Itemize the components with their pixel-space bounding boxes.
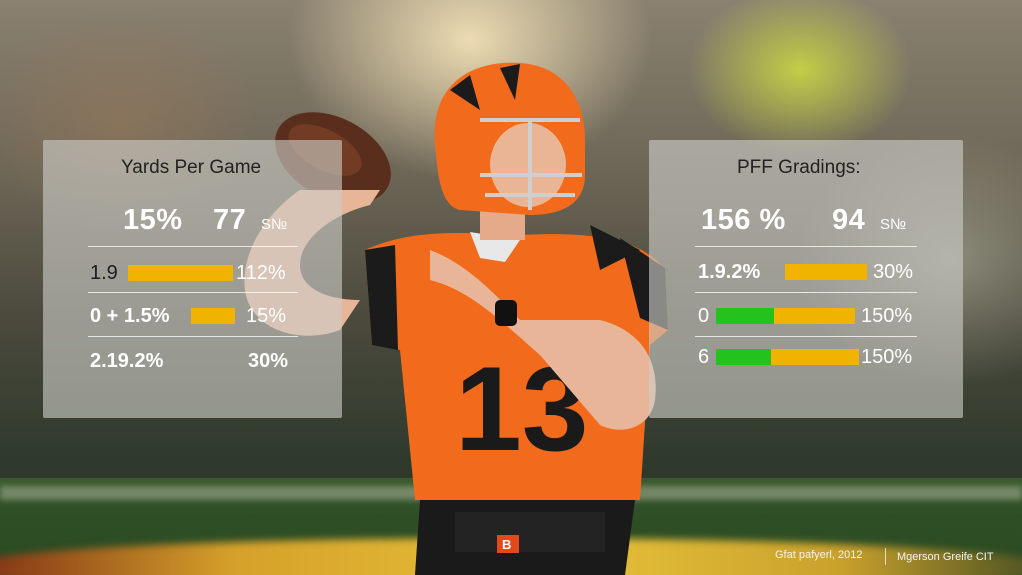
row-value: 150%: [861, 346, 913, 368]
photo-caption-right: Mgerson Greife CIT: [897, 551, 994, 563]
panel-title: Yards Per Game: [121, 157, 262, 178]
row-value: 15%: [246, 305, 287, 327]
helmet: [434, 62, 585, 215]
progress-bar: [785, 264, 867, 280]
row-label: 1.9: [90, 262, 118, 284]
yards-per-game-panel: Yards Per Game 15% 77 S№ 1.9 112% 0 + 1.…: [43, 140, 342, 418]
divider: [88, 246, 298, 247]
big-stat-right: 77: [213, 204, 247, 236]
row-label: 2.19.2%: [90, 350, 164, 372]
row-value: 30%: [873, 261, 914, 283]
progress-bar-green: [716, 349, 771, 365]
row-value: 150%: [861, 305, 913, 327]
row-value: 112%: [236, 262, 286, 284]
divider: [695, 246, 917, 247]
panel-title: PFF Gradings:: [737, 157, 861, 178]
big-stat-suffix: S№: [880, 216, 907, 233]
divider: [88, 336, 298, 337]
progress-bar-green: [716, 308, 774, 324]
progress-bar: [128, 265, 233, 281]
belt-logo: B: [502, 537, 511, 552]
wristband: [495, 300, 517, 326]
progress-bar: [191, 308, 235, 324]
divider: [88, 292, 298, 293]
photo-caption-left: Gfat pafyerl, 2012: [775, 549, 863, 561]
pff-gradings-panel: PFF Gradings: 156 % 94 S№ 1.9.2% 30% 0 1…: [649, 140, 963, 418]
caption-divider: [885, 548, 886, 565]
row-label: 1.9.2%: [698, 261, 761, 283]
big-stat-left: 15%: [123, 204, 183, 236]
divider: [695, 336, 917, 337]
row-value: 30%: [248, 350, 289, 372]
row-label: 0: [698, 305, 710, 327]
progress-bar: [774, 308, 855, 324]
big-stat-left: 156 %: [701, 204, 786, 236]
divider: [695, 292, 917, 293]
big-stat-right: 94: [832, 204, 866, 236]
big-stat-suffix: S№: [261, 216, 288, 233]
progress-bar: [771, 349, 859, 365]
row-label: 6: [698, 346, 710, 368]
row-label: 0 + 1.5%: [90, 305, 170, 327]
